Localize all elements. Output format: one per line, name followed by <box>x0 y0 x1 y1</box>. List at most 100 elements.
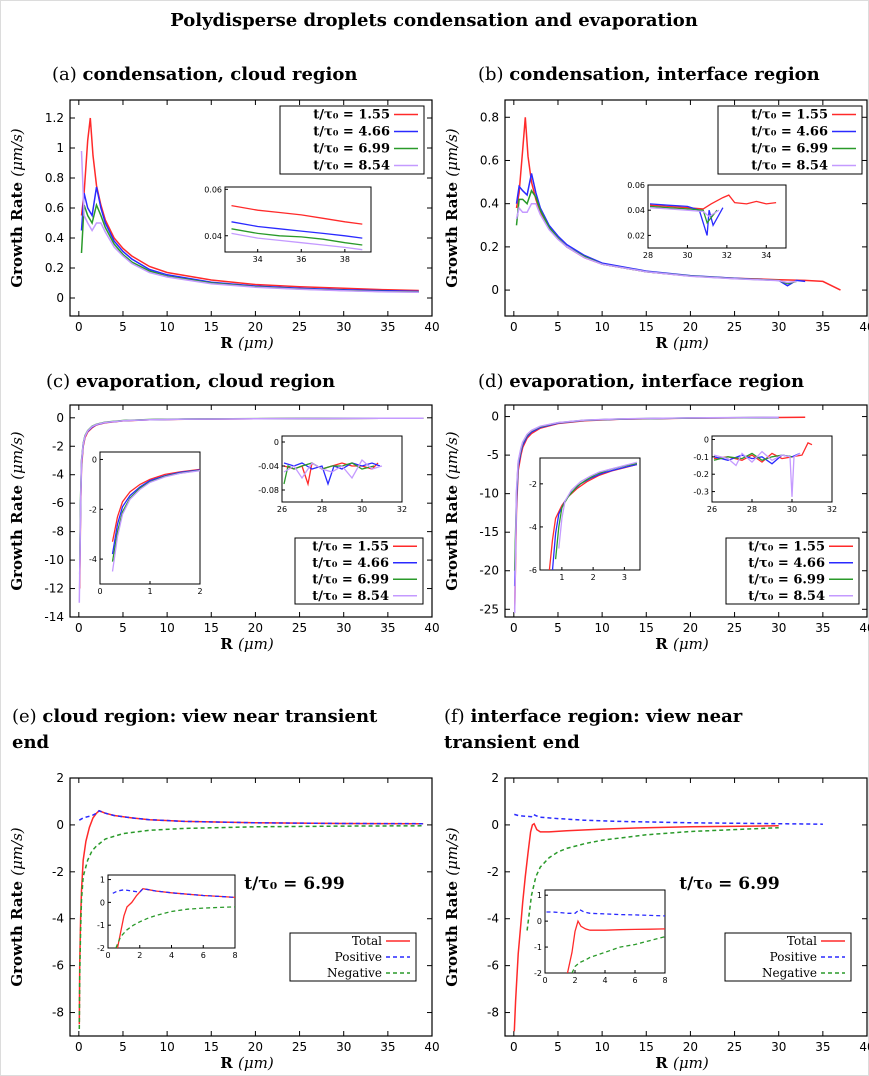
inset-xtick-label: 4 <box>169 951 174 960</box>
inset-ytick-label: 0.04 <box>627 206 645 215</box>
ytick-label: -2 <box>52 439 64 453</box>
xtick-label: 25 <box>727 320 742 334</box>
inset-ytick-label: -0.1 <box>693 453 709 462</box>
inset-xtick-label: 6 <box>201 951 206 960</box>
xtick-label: 15 <box>639 320 654 334</box>
xtick-label: 40 <box>424 320 439 334</box>
ytick-label: -8 <box>52 1006 64 1020</box>
ytick-label: -4 <box>487 912 499 926</box>
ytick-label: 0.8 <box>45 171 64 185</box>
legend: t/τ₀ = 1.55 t/τ₀ = 4.66t/τ₀ = 6.99 t/τ₀ = … <box>294 537 424 605</box>
xtick-label: 5 <box>119 621 127 635</box>
ytick-label: 0 <box>56 411 64 425</box>
plot-frame <box>504 99 868 317</box>
xtick-label: 30 <box>771 621 786 635</box>
xtick-label: 40 <box>424 621 439 635</box>
legend-box <box>717 105 863 175</box>
inset-series-line <box>283 458 383 480</box>
ytick-label: 0 <box>491 818 499 832</box>
legend: Total Positive Negative <box>289 932 417 982</box>
y-axis-label: Growth Rate (μm/s) <box>443 128 461 287</box>
panel-title: (b) condensation, interface region <box>478 64 820 85</box>
inset-d2: 26 28 30 32 0 -0.1 -0.2 -0.3 <box>693 435 837 514</box>
inset-b: 28 30 32 34 0.02 0.04 0.06 <box>627 181 787 260</box>
xtick-label: 40 <box>859 621 869 635</box>
xtick-label: 35 <box>815 320 830 334</box>
xtick-label: 10 <box>159 320 174 334</box>
xtick-label: 10 <box>159 1040 174 1054</box>
inset-xtick-label: 26 <box>707 505 717 514</box>
legend-label: t/τ₀ = 6.99 <box>312 572 389 587</box>
ytick-label: -2 <box>52 865 64 879</box>
legend-label: t/τ₀ = 1.55 <box>312 539 389 554</box>
inset-series <box>713 442 813 497</box>
xtick-label: 15 <box>639 1040 654 1054</box>
panel-title: (c) evaporation, cloud region <box>46 371 335 392</box>
ytick-label: 0.6 <box>480 153 499 167</box>
xtick-label: 5 <box>554 621 562 635</box>
legend-label: t/τ₀ = 6.99 <box>313 142 390 157</box>
inset-ytick-label: -2 <box>534 969 542 978</box>
series-group <box>78 417 424 603</box>
ytick-label: 0 <box>491 283 499 297</box>
ytick-label: -15 <box>479 525 499 539</box>
ytick-label: -8 <box>52 525 64 539</box>
ytick-label: -6 <box>52 496 64 510</box>
inset-ytick-label: 0 <box>100 898 105 907</box>
y-axis-label: Growth Rate (μm/s) <box>8 827 26 986</box>
series-group <box>513 416 806 614</box>
inset-frame <box>224 186 372 253</box>
inset-ytick-label: 1 <box>100 876 105 885</box>
series-line-2 <box>78 809 424 825</box>
legend-box <box>294 537 424 605</box>
ytick-label: -6 <box>487 959 499 973</box>
inset-c: 0 1 2 0 -2 -4 <box>89 451 203 596</box>
inset-xtick-label: 6 <box>632 976 637 985</box>
legend-label: t/τ₀ = 6.99 <box>751 142 828 157</box>
inset-series-line <box>566 919 665 973</box>
xtick-label: 15 <box>204 1040 219 1054</box>
inset-xtick-label: 4 <box>602 976 607 985</box>
inset-xtick-label: 28 <box>317 505 327 514</box>
xtick-label: 40 <box>859 1040 869 1054</box>
plot-frame <box>504 777 868 1037</box>
xtick-label: 0 <box>75 621 83 635</box>
inset-series-line <box>231 232 363 251</box>
inset-series-line <box>111 468 200 542</box>
series-line-1 <box>80 117 419 292</box>
legend-label: t/τ₀ = 4.66 <box>751 125 828 140</box>
inset-ytick-label: 0 <box>274 438 279 447</box>
inset-ytick-label: -2 <box>89 505 97 514</box>
legend-label: t/τ₀ = 8.54 <box>748 589 825 604</box>
inset-ytick-label: -0.08 <box>258 486 279 495</box>
ytick-label: -12 <box>44 582 64 596</box>
legend-label: t/τ₀ = 4.66 <box>313 125 390 140</box>
inset-xtick-label: 2 <box>197 587 202 596</box>
inset-ytick-label: -0.04 <box>258 462 279 471</box>
xtick-label: 25 <box>292 621 307 635</box>
inset-xtick-label: 0 <box>97 587 102 596</box>
panel-title: (f) interface region: view near <box>444 706 743 727</box>
inset-series <box>112 887 235 948</box>
panel-title: (a) condensation, cloud region <box>52 64 357 85</box>
inset-xtick-label: 0 <box>542 976 547 985</box>
xtick-label: 30 <box>336 320 351 334</box>
inset-xtick-label: 32 <box>397 505 407 514</box>
ytick-label: 2 <box>491 771 499 785</box>
inset-series-line <box>112 887 235 899</box>
inset-xtick-label: 8 <box>232 951 237 960</box>
inset-xtick-label: 30 <box>357 505 367 514</box>
inset-xtick-label: 3 <box>622 573 627 582</box>
xtick-label: 20 <box>248 621 263 635</box>
inset-series-line <box>649 205 718 225</box>
inset-series-line <box>111 469 200 555</box>
inset-series-line <box>558 461 638 549</box>
series-group <box>80 117 419 294</box>
legend-box <box>279 105 425 175</box>
xtick-label: 15 <box>204 320 219 334</box>
legend-label: Positive <box>335 950 382 964</box>
inset-series-line <box>283 462 381 487</box>
legend-label: Positive <box>770 950 817 964</box>
xtick-label: 30 <box>771 320 786 334</box>
